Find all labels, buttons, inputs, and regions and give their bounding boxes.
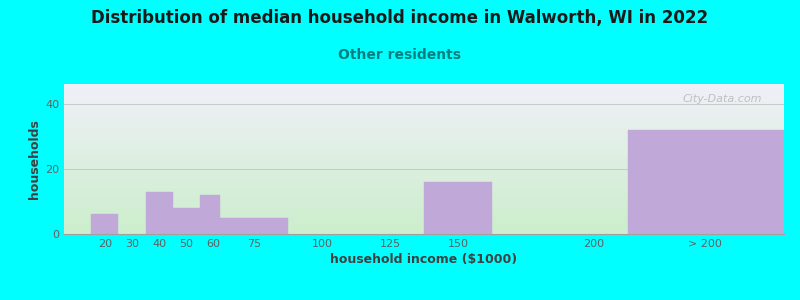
Text: City-Data.com: City-Data.com (683, 94, 762, 104)
Bar (424, 182, 492, 234)
Bar (146, 192, 173, 234)
Bar (628, 130, 784, 234)
Text: Other residents: Other residents (338, 48, 462, 62)
Text: Distribution of median household income in Walworth, WI in 2022: Distribution of median household income … (91, 9, 709, 27)
Bar (91, 214, 118, 234)
Y-axis label: households: households (28, 119, 41, 199)
Bar (173, 208, 200, 234)
Bar (220, 218, 288, 234)
X-axis label: household income ($1000): household income ($1000) (330, 253, 518, 266)
Bar (200, 195, 220, 234)
